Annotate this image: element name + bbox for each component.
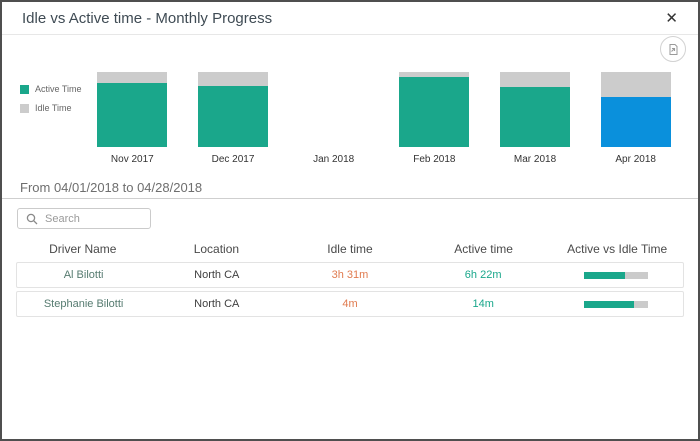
legend-label: Idle Time [35, 103, 72, 113]
month-label: Apr 2018 [615, 154, 656, 165]
table-header-row: Driver Name Location Idle time Active time A… [16, 242, 684, 256]
bar-column-jan-2018[interactable]: Jan 2018 [283, 72, 384, 166]
idle-segment[interactable] [198, 72, 268, 87]
bar-column-feb-2018[interactable]: Feb 2018 [384, 72, 485, 166]
month-label: Jan 2018 [313, 154, 355, 165]
search-icon [26, 213, 38, 224]
active-segment[interactable] [97, 83, 168, 147]
idle-segment[interactable] [500, 72, 571, 87]
dialog-title: Idle vs Active time - Monthly Progress [22, 9, 273, 27]
ratio-bar-track [584, 271, 649, 279]
column-header-driver-name: Driver Name [49, 242, 117, 256]
idle-segment[interactable] [97, 72, 168, 84]
legend-swatch [20, 103, 29, 113]
month-label: Mar 2018 [513, 154, 557, 165]
search-input[interactable] [45, 212, 142, 225]
legend-swatch [20, 84, 29, 94]
stacked-bar[interactable] [600, 72, 671, 147]
monthly-stacked-bar-chart: Nov 2017 Dec 2017 Jan 2018 Feb 2018 Mar 2018… [82, 72, 686, 166]
month-label: Feb 2018 [413, 154, 456, 165]
active-segment[interactable] [500, 87, 571, 147]
column-header-location: Location [193, 242, 240, 256]
stacked-bar[interactable] [97, 72, 168, 147]
date-range-label: From 04/01/2018 to 04/28/2018 [20, 180, 203, 195]
bar-column-apr-2018[interactable]: Apr 2018 [585, 72, 686, 166]
ratio-bar-track [584, 300, 649, 308]
column-header-active-time: Active time [454, 242, 513, 256]
month-label: Nov 2017 [110, 154, 154, 165]
table-body: Al Bilotti North CA 3h 31m 6h 22m Stephanie … [16, 262, 684, 317]
idle-segment[interactable] [399, 72, 470, 78]
idle-cell: 3h 31m [331, 269, 369, 281]
ratio-bar-fill [584, 300, 635, 308]
active-segment[interactable] [600, 96, 671, 147]
legend-label: Active Time [35, 84, 82, 94]
stacked-bar[interactable] [399, 72, 470, 147]
driver-cell: Al Bilotti [63, 269, 104, 281]
ratio-bar-fill [584, 271, 626, 279]
active-cell: 6h 22m [464, 269, 502, 281]
table-row[interactable]: Stephanie Bilotti North CA 4m 14m [16, 291, 684, 317]
legend-item[interactable]: Idle Time [20, 103, 82, 113]
location-cell: North CA [194, 269, 240, 281]
export-report-icon [669, 43, 677, 55]
dialog-header: Idle vs Active time - Monthly Progress ✕ [2, 2, 698, 35]
month-label: Dec 2017 [211, 154, 255, 165]
bar-column-nov-2017[interactable]: Nov 2017 [82, 72, 183, 166]
column-header-idle-time: Idle time [327, 242, 373, 256]
location-cell: North CA [194, 298, 240, 310]
bar-column-mar-2018[interactable]: Mar 2018 [485, 72, 586, 166]
column-header-active-vs-idle-time: Active vs Idle Time [567, 242, 668, 256]
legend-item[interactable]: Active Time [20, 84, 82, 94]
active-vs-idle-cell [550, 271, 683, 279]
stacked-bar[interactable] [500, 72, 571, 147]
driver-cell: Stephanie Bilotti [43, 298, 124, 310]
section-divider [2, 198, 698, 199]
active-vs-idle-cell [550, 300, 683, 308]
table-row[interactable]: Al Bilotti North CA 3h 31m 6h 22m [16, 262, 684, 288]
active-segment[interactable] [399, 77, 470, 147]
stacked-bar[interactable] [198, 72, 268, 147]
chart-legend: Active Time Idle Time [20, 84, 82, 122]
drivers-table: Driver Name Location Idle time Active time A… [16, 242, 684, 320]
idle-cell: 4m [342, 298, 358, 310]
bar-column-dec-2017[interactable]: Dec 2017 [183, 72, 284, 166]
active-cell: 14m [472, 298, 494, 310]
search-box[interactable] [17, 208, 151, 229]
close-icon[interactable]: ✕ [665, 9, 678, 27]
active-segment[interactable] [198, 86, 268, 147]
export-button[interactable] [660, 36, 686, 62]
idle-segment[interactable] [600, 72, 671, 97]
